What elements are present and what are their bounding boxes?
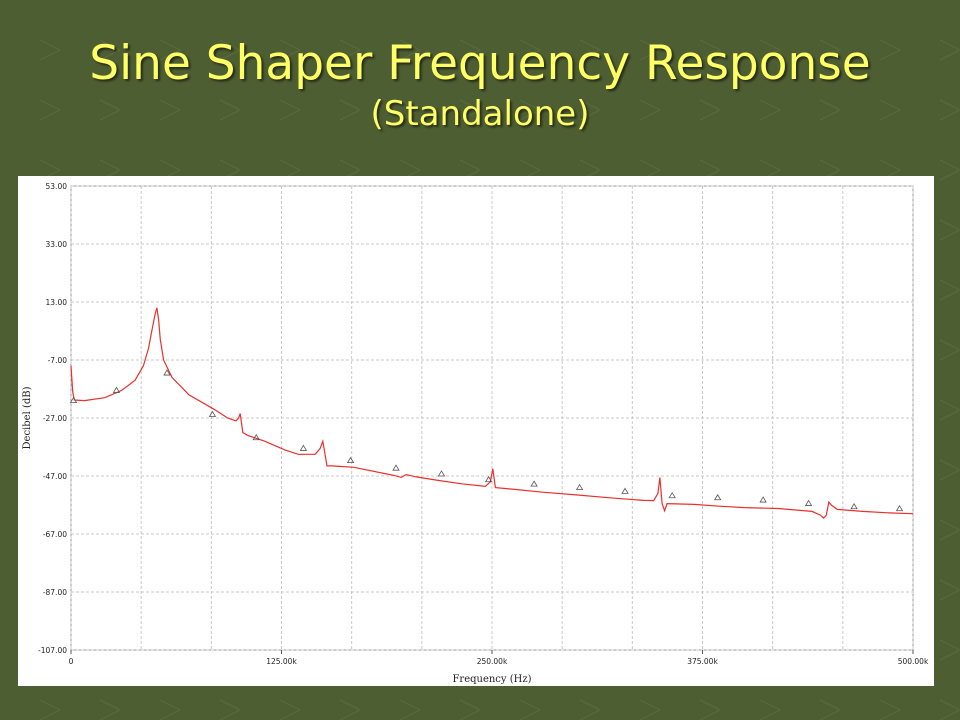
x-tick-label: 375.00k bbox=[687, 657, 718, 666]
data-marker bbox=[346, 456, 355, 464]
data-marker bbox=[804, 499, 813, 506]
x-tick-label: 250.00k bbox=[477, 657, 508, 666]
data-marker bbox=[575, 483, 584, 490]
y-tick-label: 13.00 bbox=[46, 298, 68, 307]
y-tick-labels: 53.00 33.00 13.00 -7.00 -27.00 -47.00 -67.00 -8… bbox=[38, 182, 67, 655]
data-marker bbox=[208, 410, 217, 417]
data-marker bbox=[850, 502, 858, 510]
data-marker bbox=[621, 487, 629, 494]
y-tick-label: -107.00 bbox=[38, 646, 67, 655]
data-marker bbox=[69, 396, 78, 403]
x-tick-labels: 0 125.00k 250.00k 375.00k 500.00k bbox=[69, 650, 929, 666]
slide-subtitle: (Standalone) bbox=[370, 94, 590, 134]
data-marker bbox=[484, 475, 493, 483]
data-marker bbox=[112, 386, 121, 393]
y-tick-label: -47.00 bbox=[43, 472, 67, 481]
plot-panel: 53.00 33.00 13.00 -7.00 -27.00 -47.00 -67.00 -8… bbox=[18, 176, 934, 686]
x-tick-label: 125.00k bbox=[266, 657, 297, 666]
y-tick-label: -7.00 bbox=[48, 356, 68, 365]
data-marker bbox=[668, 491, 676, 499]
y-tick-label: -87.00 bbox=[43, 588, 67, 597]
marker-layer bbox=[69, 369, 904, 512]
x-tick-label: 500.00k bbox=[898, 657, 929, 666]
y-tick-label: -67.00 bbox=[43, 530, 67, 539]
data-marker bbox=[299, 444, 308, 451]
data-marker bbox=[713, 493, 722, 501]
slide-title: Sine Shaper Frequency Response bbox=[89, 36, 871, 91]
y-tick-label: 53.00 bbox=[46, 182, 68, 191]
y-tick-label: 33.00 bbox=[46, 240, 68, 249]
trace-layer bbox=[70, 307, 914, 519]
data-marker bbox=[530, 480, 538, 487]
x-axis-label: Frequency (Hz) bbox=[452, 674, 531, 685]
data-marker bbox=[759, 496, 767, 503]
y-axis-label: Decibel (dB) bbox=[22, 386, 33, 449]
x-tick-label: 0 bbox=[69, 657, 74, 666]
frequency-response-chart: 53.00 33.00 13.00 -7.00 -27.00 -47.00 -67.00 -8… bbox=[22, 182, 929, 685]
response-trace bbox=[70, 307, 914, 519]
data-marker bbox=[392, 464, 400, 471]
data-marker bbox=[895, 504, 904, 512]
data-marker bbox=[163, 369, 171, 376]
data-marker bbox=[437, 470, 446, 477]
y-tick-label: -27.00 bbox=[43, 414, 67, 423]
grid-layer bbox=[70, 185, 914, 651]
data-marker bbox=[252, 433, 260, 441]
